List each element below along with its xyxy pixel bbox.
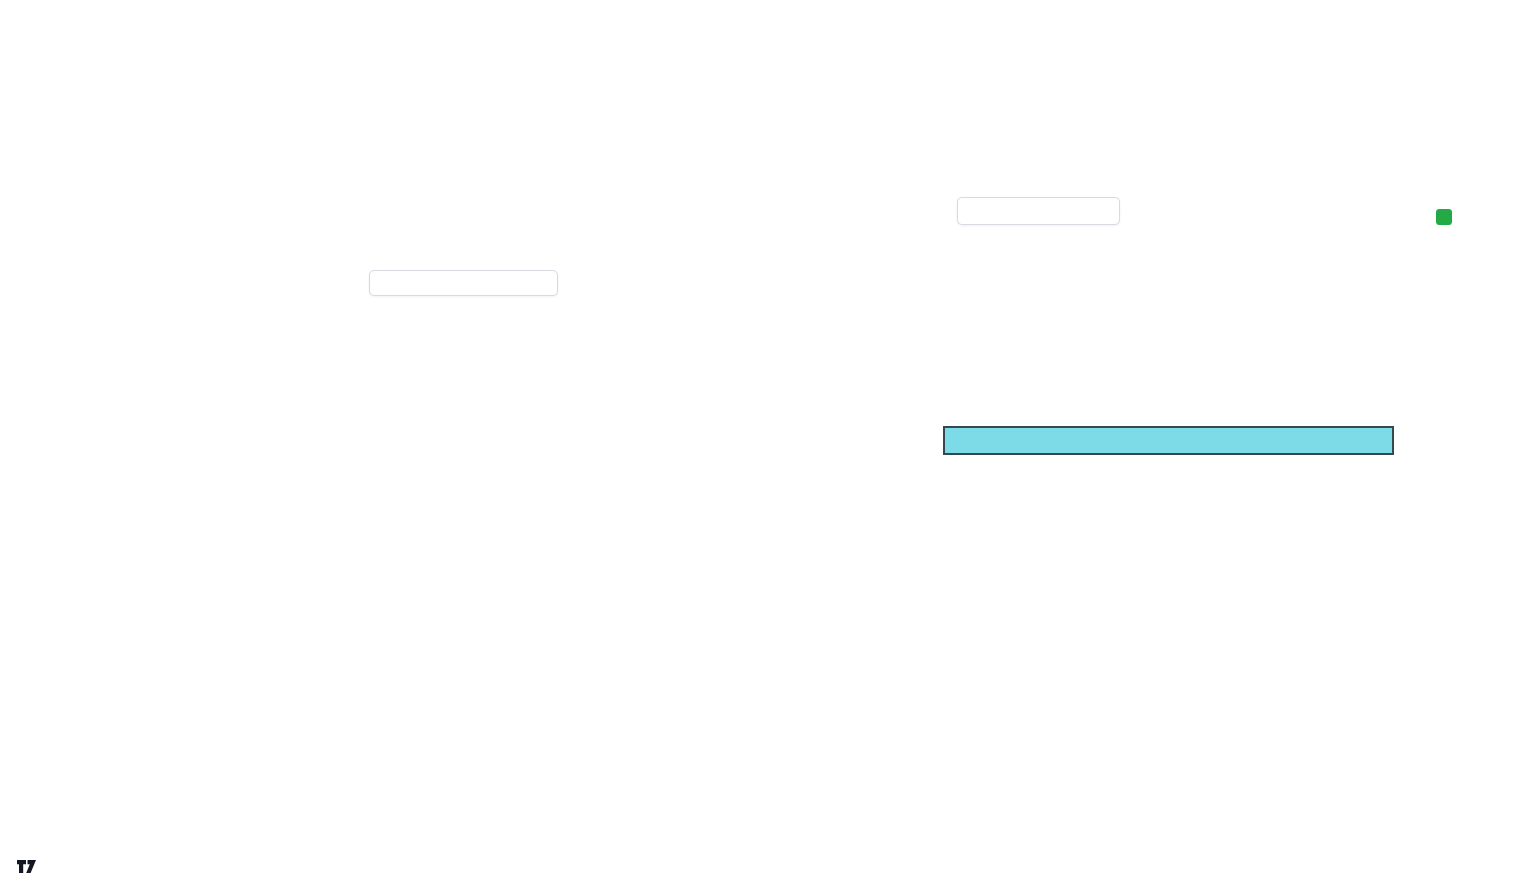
symbol-title-bar[interactable] — [14, 33, 57, 47]
tradingview-logo-icon — [17, 860, 36, 873]
measurement-box-up[interactable] — [957, 197, 1120, 225]
tradingview-attribution[interactable] — [16, 858, 43, 875]
macro-bottom-box[interactable] — [943, 426, 1394, 455]
target-check-icon — [1436, 209, 1452, 225]
target-label — [1431, 209, 1452, 225]
chart-canvas[interactable] — [0, 0, 1536, 833]
measurement-box-down[interactable] — [369, 270, 558, 296]
